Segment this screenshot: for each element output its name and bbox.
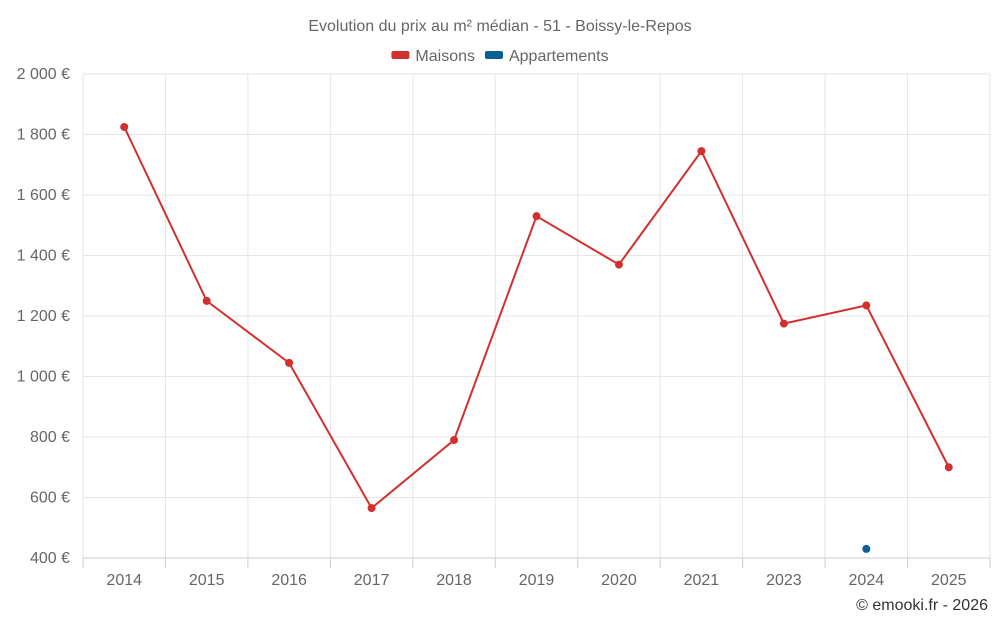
x-axis: 2014 2015 2016 2017 2018 2019 2020 2021 2023 2024… [82,557,991,589]
data-point[interactable] [285,358,294,367]
x-tick-label: 2015 [189,572,225,589]
grid-lines [82,73,991,558]
y-tick-label: 400 € [30,550,70,567]
credit-text: © emooki.fr - 2026 [856,597,988,614]
series-layer [120,122,953,553]
data-point[interactable] [779,319,788,328]
x-tick-label: 2014 [106,572,142,589]
data-point[interactable] [202,296,211,305]
y-axis: 400 € 600 € 800 € 1 000 € 1 200 € 1 400 € 1 60… [17,66,70,567]
data-point[interactable] [614,260,623,269]
x-tick-label: 2020 [601,572,637,589]
x-tick-label: 2024 [849,572,885,589]
y-tick-label: 800 € [30,429,70,446]
y-tick-label: 1 000 € [17,369,70,386]
x-tick-label: 2023 [766,572,802,589]
data-point[interactable] [697,147,706,156]
data-point[interactable] [532,212,541,221]
x-tick-label: 2025 [931,572,967,589]
series-appartements [862,544,871,553]
data-point[interactable] [862,301,871,310]
legend-item-appartements[interactable]: Appartements [484,48,609,65]
y-tick-label: 600 € [30,490,70,507]
data-point[interactable] [450,436,459,445]
data-point[interactable] [944,463,953,472]
x-tick-label: 2016 [271,572,307,589]
chart-title: Evolution du prix au m² médian - 51 - Bo… [308,18,691,35]
legend-swatch [484,51,503,59]
x-tick-label: 2021 [684,572,720,589]
legend-label: Maisons [415,48,475,65]
legend-swatch [391,51,410,59]
x-tick-label: 2019 [519,572,555,589]
legend-label: Appartements [509,48,609,65]
data-point[interactable] [862,544,871,553]
x-tick-label: 2017 [354,572,390,589]
y-tick-label: 1 400 € [17,248,70,265]
series-maisons [120,122,953,513]
y-tick-label: 1 200 € [17,308,70,325]
x-tick-label: 2018 [436,572,472,589]
y-tick-label: 2 000 € [17,66,70,83]
y-tick-label: 1 800 € [17,127,70,144]
legend: Maisons Appartements [391,48,609,65]
data-point[interactable] [120,122,129,131]
legend-item-maisons[interactable]: Maisons [391,48,475,65]
data-point[interactable] [367,504,376,513]
y-tick-label: 1 600 € [17,187,70,204]
